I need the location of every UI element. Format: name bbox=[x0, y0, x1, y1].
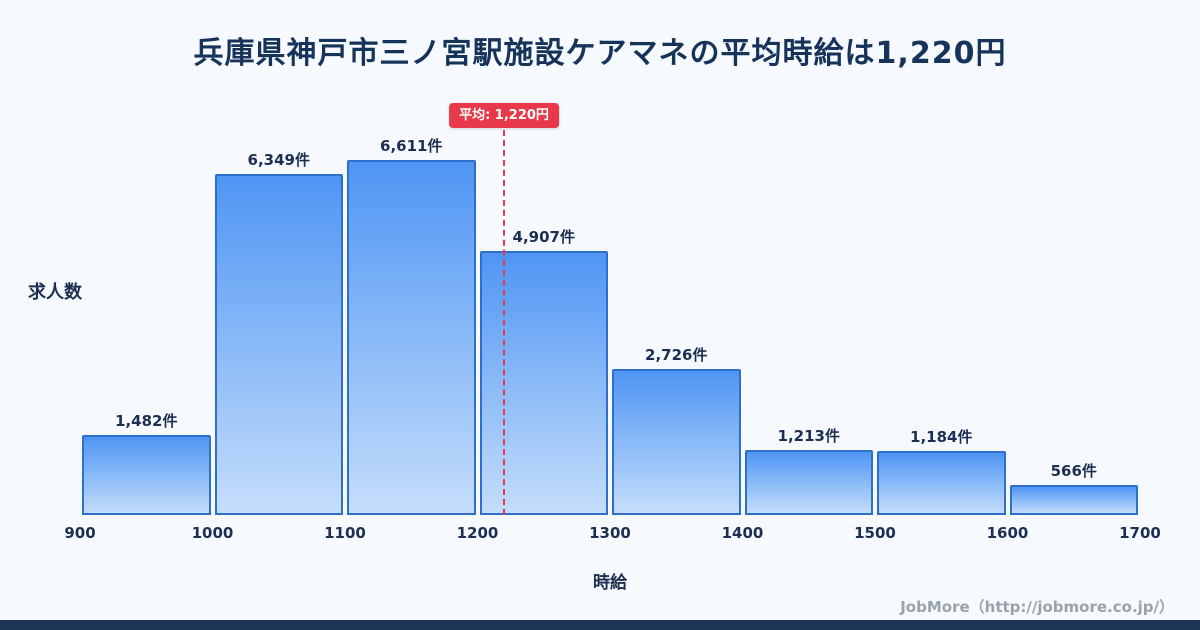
footer-credit: JobMore（http://jobmore.co.jp/） bbox=[900, 598, 1174, 616]
x-axis-ticks: 900 1000 1100 1200 1300 1400 1500 1600 1700 bbox=[64, 524, 1161, 546]
histogram-bar: 1,213件 bbox=[744, 427, 873, 515]
x-axis-tick: 1700 bbox=[1119, 524, 1161, 542]
average-line bbox=[503, 130, 505, 515]
bar-value-label: 1,213件 bbox=[777, 426, 840, 445]
x-axis-tick: 1600 bbox=[986, 524, 1029, 542]
bar-value-label: 6,611件 bbox=[380, 136, 443, 155]
bar-value-label: 1,482件 bbox=[115, 412, 178, 431]
histogram-bar: 2,726件 bbox=[612, 346, 741, 515]
x-axis-tick: 1500 bbox=[854, 524, 896, 542]
x-axis-tick: 1000 bbox=[191, 524, 234, 542]
x-axis-tick: 1200 bbox=[456, 524, 499, 542]
chart-title: 兵庫県神戸市三ノ宮駅施設ケアマネの平均時給は1,220円 bbox=[193, 36, 1007, 71]
bar-value-label: 2,726件 bbox=[645, 345, 708, 364]
average-badge: 平均: 1,220円 bbox=[449, 103, 559, 128]
bar-value-label: 6,349件 bbox=[247, 150, 310, 169]
plot-area: 平均: 1,220円 1,482件 6,349件 6,611件 4,907件 2,726… bbox=[80, 103, 1140, 515]
histogram-bar: 566件 bbox=[1009, 462, 1138, 515]
x-axis-tick: 900 bbox=[64, 524, 96, 542]
bar-value-label: 566件 bbox=[1050, 461, 1097, 480]
x-axis-label: 時給 bbox=[593, 573, 627, 593]
bar-value-label: 1,184件 bbox=[910, 428, 973, 447]
histogram-bar: 1,184件 bbox=[877, 428, 1006, 515]
histogram-bar: 6,611件 bbox=[347, 137, 476, 515]
histogram-bar: 4,907件 bbox=[479, 228, 608, 515]
x-axis-tick: 1300 bbox=[589, 524, 631, 542]
bottom-accent-bar bbox=[0, 620, 1200, 630]
histogram-bar: 1,482件 bbox=[82, 412, 211, 515]
bar-value-label: 4,907件 bbox=[512, 228, 575, 247]
x-axis-tick: 1100 bbox=[324, 524, 366, 542]
x-axis-tick: 1400 bbox=[721, 524, 764, 542]
y-axis-label: 求人数 bbox=[28, 282, 82, 303]
histogram-bar: 6,349件 bbox=[214, 151, 343, 515]
